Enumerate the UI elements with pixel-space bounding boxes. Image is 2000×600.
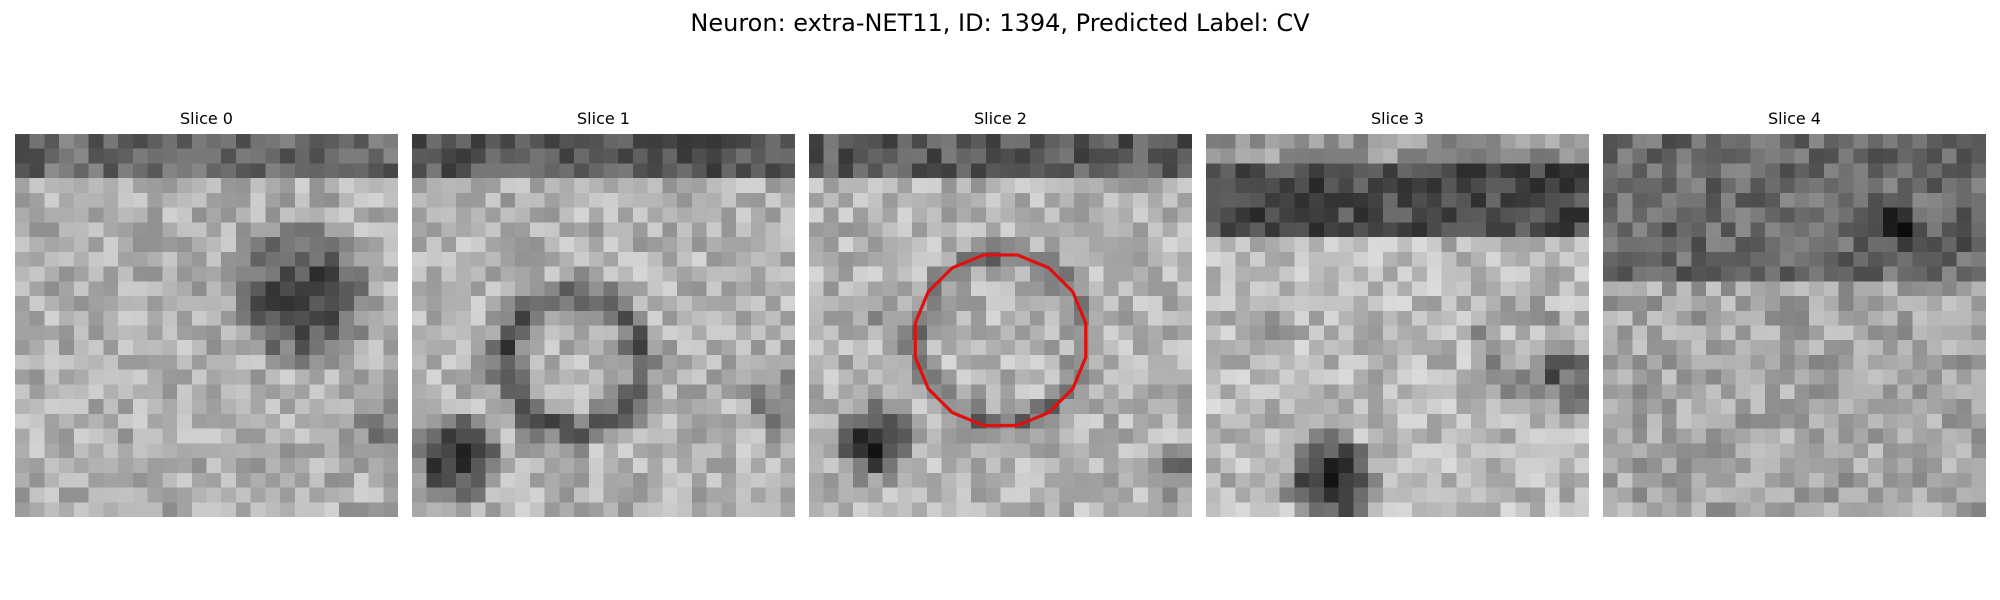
slice-3-title: Slice 3 <box>1371 109 1424 128</box>
slice-3-image <box>1206 134 1589 517</box>
slice-1-title: Slice 1 <box>577 109 630 128</box>
slice-0-image <box>15 134 398 517</box>
slice-2-title: Slice 2 <box>974 109 1027 128</box>
slice-2-image <box>809 134 1192 517</box>
segmentation-contour <box>913 253 1088 428</box>
slice-4-image <box>1603 134 1986 517</box>
slice-0-title: Slice 0 <box>180 109 233 128</box>
slice-4-title: Slice 4 <box>1768 109 1821 128</box>
slice-1-image <box>412 134 795 517</box>
figure-title: Neuron: extra-NET11, ID: 1394, Predicted… <box>690 9 1310 37</box>
